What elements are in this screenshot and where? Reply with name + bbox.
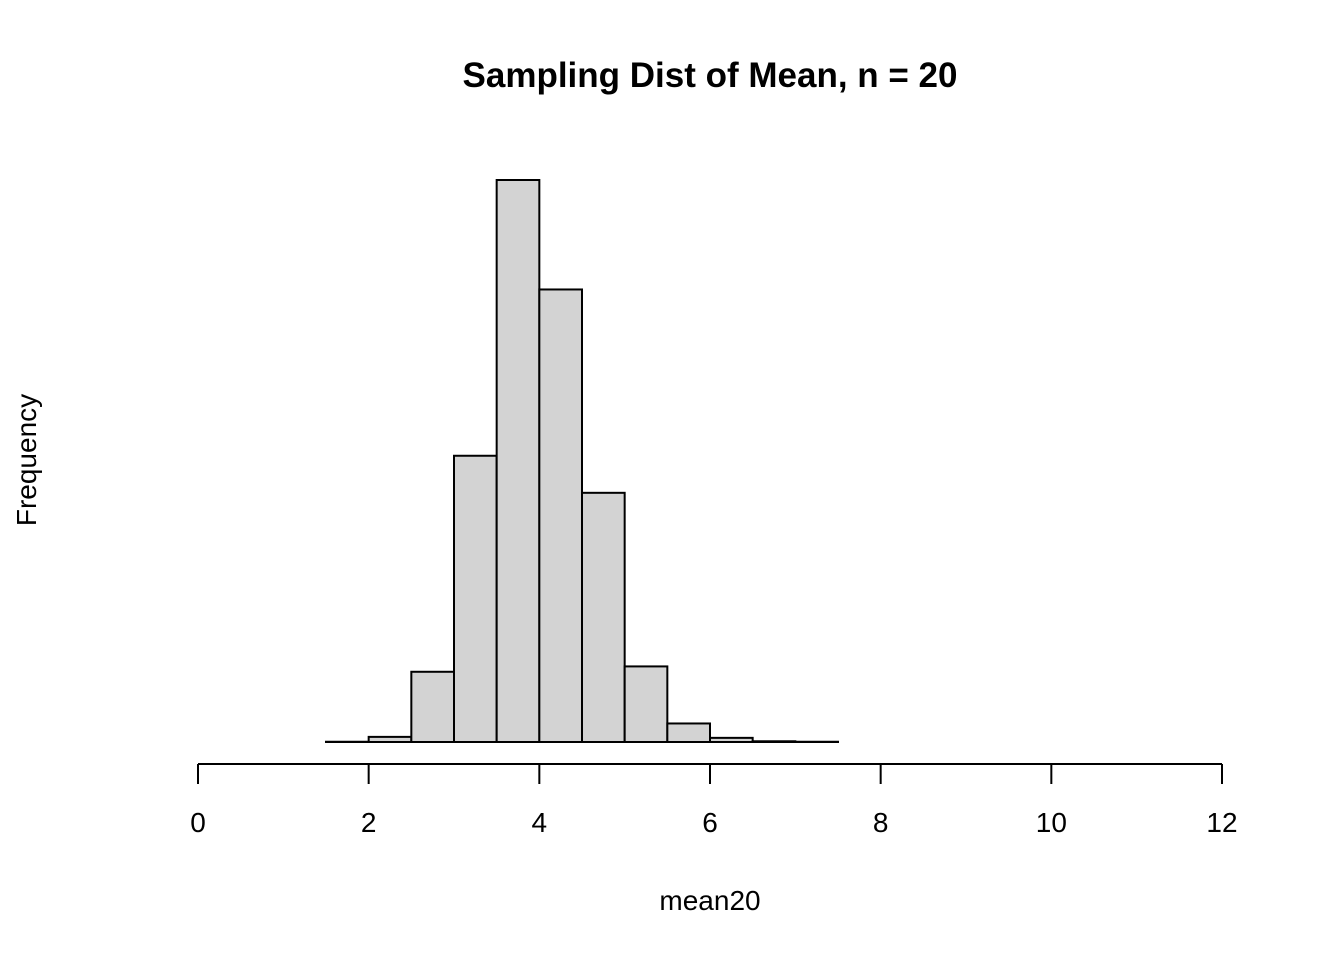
histogram-bars — [325, 179, 839, 744]
histogram-bar — [623, 665, 669, 744]
histogram-bar — [538, 288, 583, 743]
histogram-bar — [367, 735, 413, 743]
x-tick-label: 2 — [361, 807, 377, 838]
histogram-bar — [410, 670, 456, 743]
x-tick-label: 4 — [532, 807, 548, 838]
y-axis-title: Frequency — [11, 394, 42, 526]
histogram-bar — [709, 736, 754, 744]
chart-title: Sampling Dist of Mean, n = 20 — [462, 56, 958, 95]
x-axis-title: mean20 — [659, 885, 760, 916]
histogram-bar — [666, 722, 711, 743]
histogram-bar — [581, 491, 626, 743]
x-tick-label: 8 — [873, 807, 889, 838]
x-tick-label: 12 — [1206, 807, 1237, 838]
x-tick-label: 0 — [190, 807, 206, 838]
x-tick-label: 10 — [1036, 807, 1067, 838]
histogram-bar — [751, 740, 797, 744]
histogram-bar — [495, 179, 541, 743]
x-tick-label: 6 — [702, 807, 718, 838]
x-ticks: 0 2 4 6 8 10 12 — [190, 764, 1238, 838]
x-axis: 0 2 4 6 8 10 12 — [190, 763, 1238, 838]
histogram-bar — [453, 454, 498, 743]
